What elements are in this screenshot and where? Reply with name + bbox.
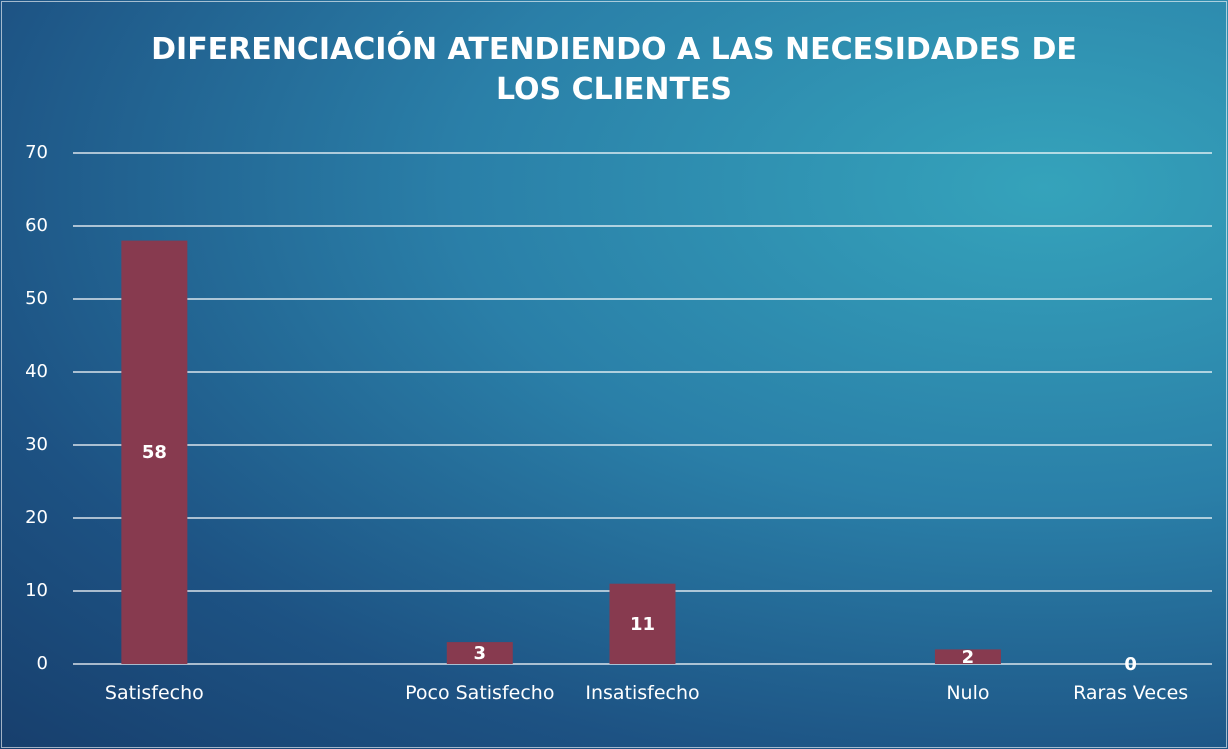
- x-tick-label: Nulo: [946, 682, 990, 704]
- bar: [446, 642, 513, 664]
- data-label: 58: [141, 442, 167, 464]
- bar: [934, 649, 1001, 664]
- data-label: 11: [629, 613, 656, 635]
- chart-title: DIFERENCIACIÓN ATENDIENDO A LAS NECESIDA…: [151, 32, 1077, 107]
- y-tick-label: 20: [25, 507, 48, 528]
- y-tick-label: 10: [25, 580, 48, 601]
- data-label: 3: [473, 643, 487, 665]
- y-tick-label: 70: [25, 142, 48, 163]
- x-tick-label: Poco Satisfecho: [405, 682, 555, 704]
- data-label: 0: [1124, 654, 1137, 675]
- y-tick-label: 0: [36, 653, 48, 674]
- y-tick-label: 60: [25, 215, 48, 236]
- y-tick-label: 30: [25, 434, 48, 455]
- x-tick-label: Raras Veces: [1073, 682, 1189, 704]
- data-label: 2: [961, 646, 975, 668]
- x-tick-label: Insatisfecho: [585, 682, 700, 704]
- y-tick-label: 50: [25, 288, 48, 309]
- bar: [121, 240, 188, 664]
- y-tick-label: 40: [25, 361, 48, 382]
- bar: [609, 583, 676, 664]
- x-tick-label: Satisfecho: [104, 682, 204, 704]
